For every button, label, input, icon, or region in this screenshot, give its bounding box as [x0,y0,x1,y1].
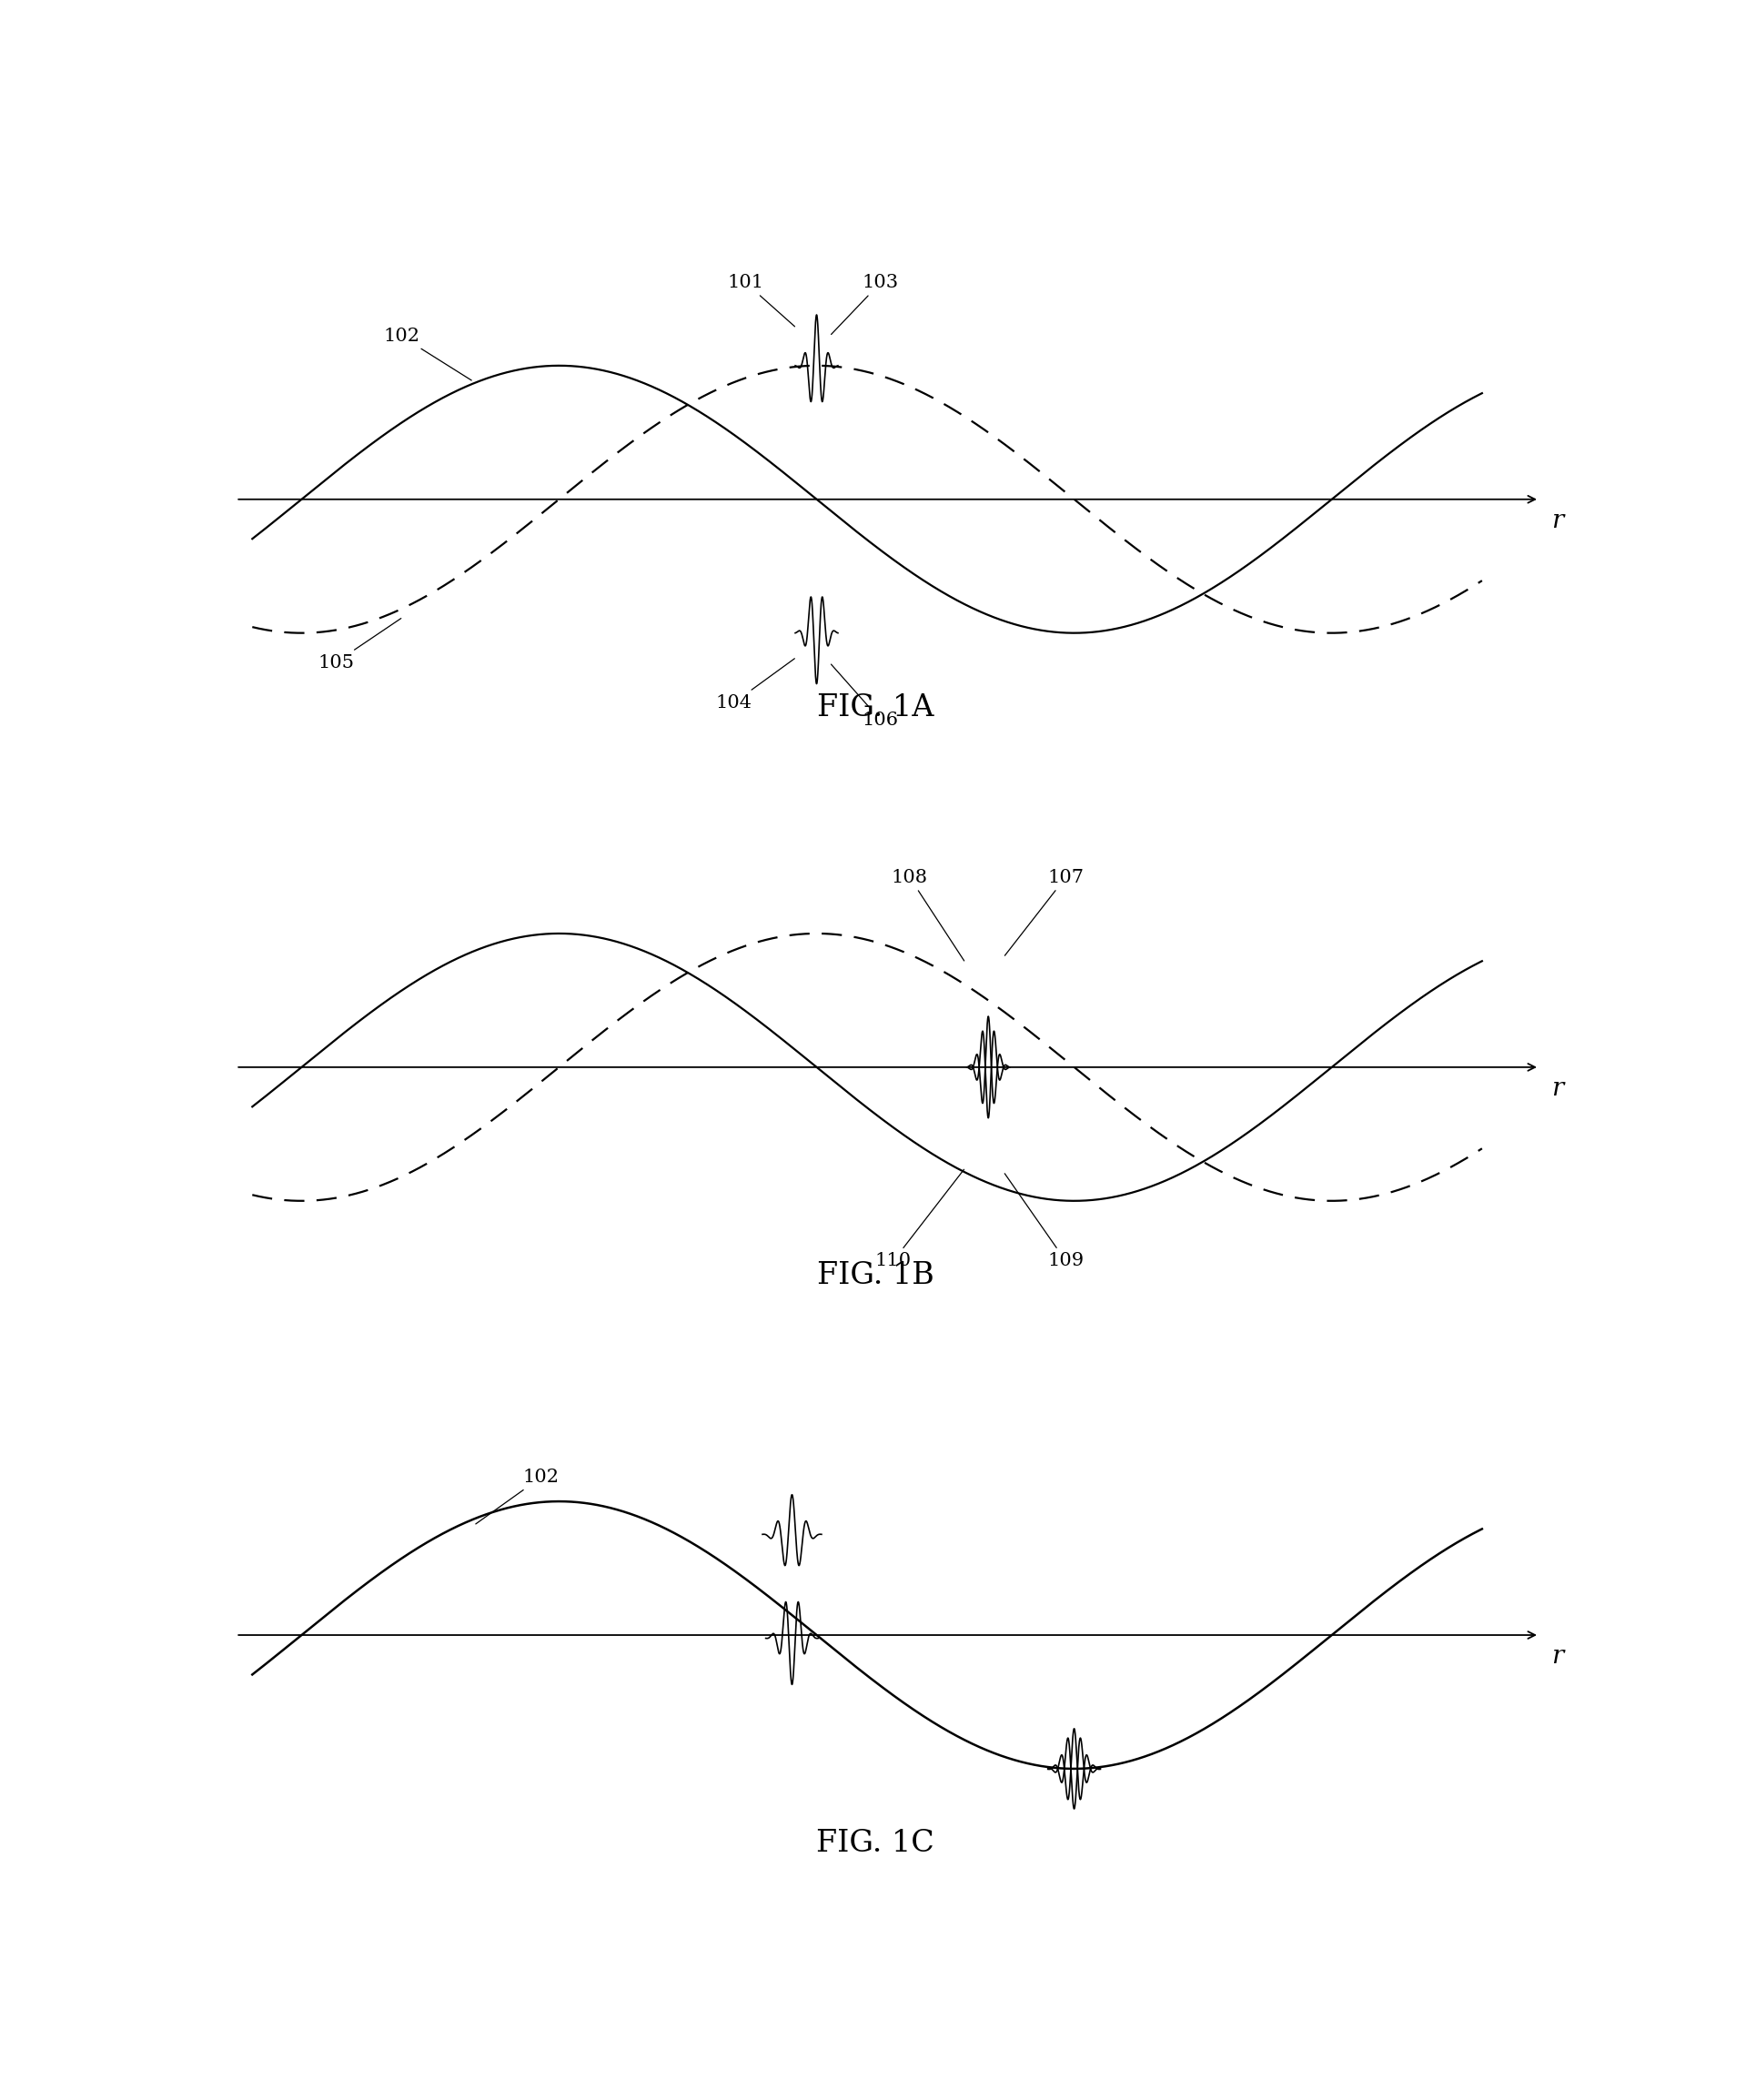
Text: 106: 106 [831,664,899,729]
Text: FIG. 1A: FIG. 1A [817,693,934,722]
Text: 101: 101 [727,275,795,326]
Text: 107: 107 [1004,869,1083,956]
Text: r: r [1551,1644,1563,1670]
Text: 109: 109 [1004,1174,1083,1270]
Text: 102: 102 [476,1468,558,1525]
Text: 105: 105 [318,617,400,672]
Text: FIG. 1B: FIG. 1B [817,1262,934,1289]
Text: 108: 108 [892,869,964,962]
Text: 102: 102 [383,328,472,380]
Text: r: r [1551,508,1563,533]
Text: 103: 103 [831,275,899,334]
Text: 104: 104 [716,659,795,712]
Text: r: r [1551,1077,1563,1100]
Text: 110: 110 [874,1170,964,1270]
Text: FIG. 1C: FIG. 1C [817,1829,934,1858]
